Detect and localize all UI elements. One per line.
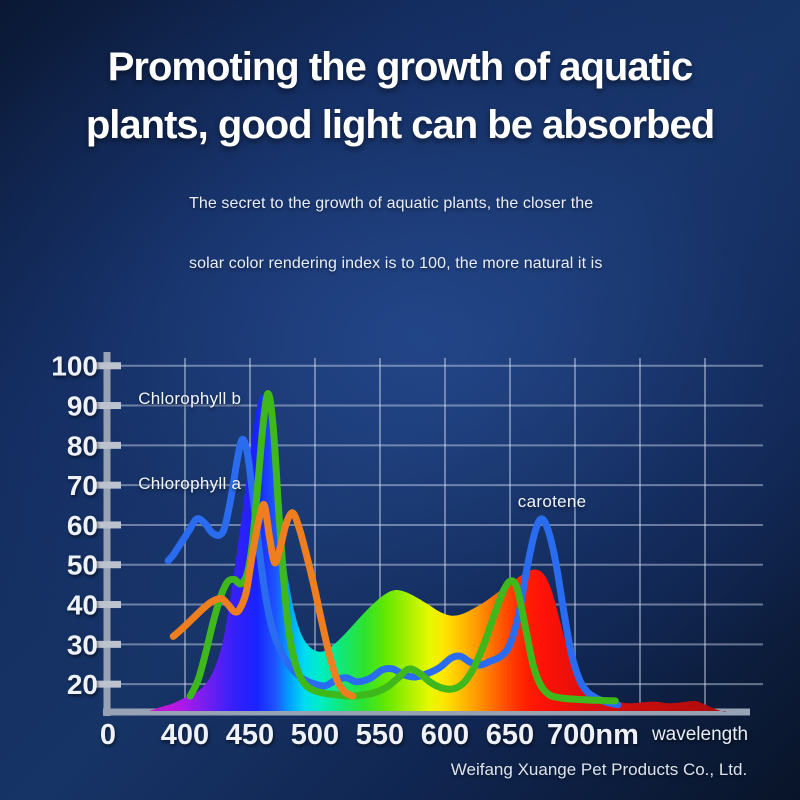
visible-light-spectrum-fill (148, 394, 726, 712)
subtitle-line-1: The secret to the growth of aquatic plan… (189, 195, 594, 212)
y-axis-label: 30 (67, 629, 98, 660)
y-axis-tick (95, 680, 121, 688)
y-axis-label: 70 (67, 470, 98, 501)
legend-label-carotene: carotene (517, 492, 587, 512)
page-title: Promoting the growth of aquatic plants, … (0, 38, 800, 154)
y-axis-tick (95, 362, 121, 370)
y-axis-tick (95, 561, 121, 569)
y-axis-label: 50 (67, 550, 98, 581)
title-line-2: plants, good light can be absorbed (85, 103, 715, 147)
y-axis-label: 60 (67, 510, 98, 541)
y-axis-tick (95, 441, 121, 449)
legend-label-chlorophyll-b: Chlorophyll b (138, 388, 242, 408)
x-axis-label: 450 (226, 719, 274, 751)
x-axis-title: wavelength (651, 724, 748, 745)
y-axis-tick (95, 601, 121, 609)
y-axis-label: 20 (67, 669, 98, 700)
y-axis-tick (95, 402, 121, 410)
x-axis-label: 400 (161, 719, 209, 751)
x-axis-label: 700nm (547, 719, 639, 751)
title-line-1: Promoting the growth of aquatic (107, 45, 694, 89)
y-axis-tick (95, 521, 121, 529)
subtitle-line-2: solar color rendering index is to 100, t… (189, 255, 603, 272)
company-name: Weifang Xuange Pet Products Co., Ltd. (450, 760, 748, 779)
y-axis-label: 100 (51, 351, 98, 382)
y-axis-tick (95, 640, 121, 648)
x-axis-label: 600 (421, 719, 469, 751)
legend-label-chlorophyll-a: Chlorophyll a (138, 474, 242, 494)
y-axis-label: 40 (67, 590, 98, 621)
y-axis-tick (95, 481, 121, 489)
x-axis-label: 550 (356, 719, 404, 751)
curve-chlorophyll-a (164, 435, 622, 709)
y-axis-label: 80 (67, 430, 98, 461)
x-axis-label: 500 (291, 719, 339, 751)
curve-carotene (169, 500, 357, 700)
x-axis-label: 650 (486, 719, 534, 751)
origin-label: 0 (100, 719, 116, 751)
y-axis-label: 90 (67, 391, 98, 422)
